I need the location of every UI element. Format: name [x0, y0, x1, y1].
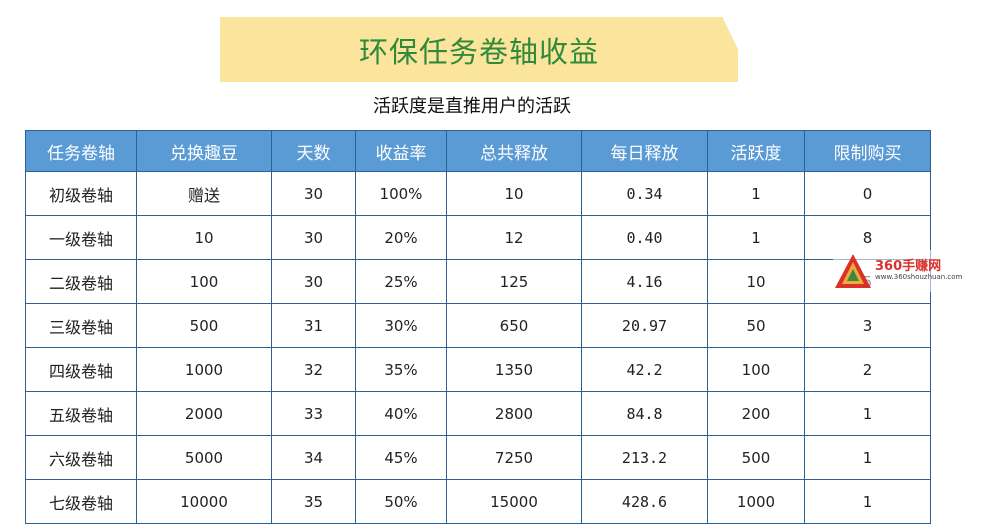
watermark: 360手赚网 www.360shouzhuan.com: [833, 250, 973, 292]
cell-activity: 1: [707, 171, 805, 216]
header-cell: 总共释放: [446, 130, 582, 172]
cell-limit: 3: [804, 303, 931, 348]
header-cell: 天数: [271, 130, 356, 172]
cell-limit: 1: [804, 435, 931, 480]
cell-rate: 100%: [355, 171, 447, 216]
table-row: 三级卷轴 500 31 30% 650 20.97 50 3: [25, 303, 931, 348]
cell-days: 30: [271, 259, 356, 304]
table-row: 初级卷轴 赠送 30 100% 10 0.34 1 0: [25, 171, 931, 216]
cell-daily: 84.8: [581, 391, 708, 436]
cell-total: 10: [446, 171, 582, 216]
header-cell: 收益率: [355, 130, 447, 172]
cell-daily: 4.16: [581, 259, 708, 304]
table-row: 五级卷轴 2000 33 40% 2800 84.8 200 1: [25, 391, 931, 436]
cell-activity: 50: [707, 303, 805, 348]
cell-beans: 1000: [136, 347, 272, 392]
header-cell: 任务卷轴: [25, 130, 137, 172]
cell-daily: 0.34: [581, 171, 708, 216]
cell-name: 一级卷轴: [25, 215, 137, 260]
cell-days: 32: [271, 347, 356, 392]
cell-daily: 42.2: [581, 347, 708, 392]
table-row: 六级卷轴 5000 34 45% 7250 213.2 500 1: [25, 435, 931, 480]
cell-name: 五级卷轴: [25, 391, 137, 436]
cell-beans: 500: [136, 303, 272, 348]
cell-total: 650: [446, 303, 582, 348]
cell-rate: 40%: [355, 391, 447, 436]
cell-name: 六级卷轴: [25, 435, 137, 480]
cell-beans: 赠送: [136, 171, 272, 216]
cell-rate: 20%: [355, 215, 447, 260]
cell-rate: 45%: [355, 435, 447, 480]
cell-activity: 10: [707, 259, 805, 304]
cell-total: 1350: [446, 347, 582, 392]
watermark-brand: 360手赚网: [875, 259, 942, 274]
cell-activity: 100: [707, 347, 805, 392]
cell-beans: 10: [136, 215, 272, 260]
cell-beans: 2000: [136, 391, 272, 436]
title-banner: 环保任务卷轴收益: [220, 17, 738, 82]
cell-name: 二级卷轴: [25, 259, 137, 304]
triangle-logo-icon: [835, 254, 871, 288]
table-row: 四级卷轴 1000 32 35% 1350 42.2 100 2: [25, 347, 931, 392]
cell-name: 三级卷轴: [25, 303, 137, 348]
header-cell: 限制购买: [804, 130, 931, 172]
cell-rate: 35%: [355, 347, 447, 392]
cell-days: 35: [271, 479, 356, 524]
table-row: 二级卷轴 100 30 25% 125 4.16 10 5: [25, 259, 931, 304]
cell-days: 30: [271, 171, 356, 216]
cell-activity: 1: [707, 215, 805, 260]
cell-beans: 10000: [136, 479, 272, 524]
cell-limit: 1: [804, 479, 931, 524]
cell-rate: 25%: [355, 259, 447, 304]
cell-days: 30: [271, 215, 356, 260]
cell-limit: 0: [804, 171, 931, 216]
cell-beans: 5000: [136, 435, 272, 480]
cell-daily: 213.2: [581, 435, 708, 480]
cell-total: 125: [446, 259, 582, 304]
header-cell: 活跃度: [707, 130, 805, 172]
header-cell: 兑换趣豆: [136, 130, 272, 172]
table-row: 一级卷轴 10 30 20% 12 0.40 1 8: [25, 215, 931, 260]
cell-rate: 30%: [355, 303, 447, 348]
cell-total: 2800: [446, 391, 582, 436]
rewards-table: 任务卷轴 兑换趣豆 天数 收益率 总共释放 每日释放 活跃度 限制购买 初级卷轴…: [25, 130, 931, 524]
subtitle: 活跃度是直推用户的活跃: [373, 96, 571, 117]
header-cell: 每日释放: [581, 130, 708, 172]
table-header-row: 任务卷轴 兑换趣豆 天数 收益率 总共释放 每日释放 活跃度 限制购买: [25, 130, 931, 172]
page-title: 环保任务卷轴收益: [358, 34, 599, 69]
cell-total: 7250: [446, 435, 582, 480]
cell-daily: 20.97: [581, 303, 708, 348]
cell-activity: 500: [707, 435, 805, 480]
cell-total: 15000: [446, 479, 582, 524]
cell-name: 初级卷轴: [25, 171, 137, 216]
cell-total: 12: [446, 215, 582, 260]
cell-days: 31: [271, 303, 356, 348]
cell-days: 33: [271, 391, 356, 436]
cell-beans: 100: [136, 259, 272, 304]
cell-activity: 1000: [707, 479, 805, 524]
table-row: 七级卷轴 10000 35 50% 15000 428.6 1000 1: [25, 479, 931, 524]
cell-daily: 0.40: [581, 215, 708, 260]
cell-limit: 1: [804, 391, 931, 436]
cell-name: 七级卷轴: [25, 479, 137, 524]
cell-activity: 200: [707, 391, 805, 436]
cell-days: 34: [271, 435, 356, 480]
cell-daily: 428.6: [581, 479, 708, 524]
watermark-url: www.360shouzhuan.com: [875, 273, 963, 282]
cell-limit: 2: [804, 347, 931, 392]
cell-rate: 50%: [355, 479, 447, 524]
cell-name: 四级卷轴: [25, 347, 137, 392]
